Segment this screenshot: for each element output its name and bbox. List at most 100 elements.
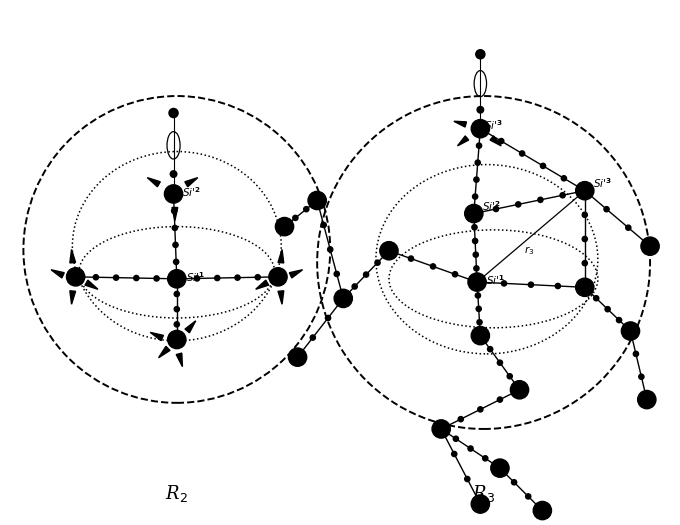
Polygon shape	[172, 207, 177, 220]
Circle shape	[582, 236, 588, 242]
Circle shape	[334, 289, 352, 308]
Circle shape	[617, 318, 622, 323]
Circle shape	[464, 476, 470, 481]
Circle shape	[134, 276, 139, 281]
Circle shape	[478, 407, 483, 412]
Circle shape	[626, 225, 631, 230]
Circle shape	[328, 247, 333, 252]
Circle shape	[561, 176, 566, 181]
Circle shape	[288, 348, 307, 366]
Text: Si'$^{\mathbf{1}}$: Si'$^{\mathbf{1}}$	[186, 270, 205, 284]
Circle shape	[321, 223, 326, 227]
Circle shape	[173, 242, 178, 247]
Circle shape	[304, 206, 309, 212]
Circle shape	[452, 271, 458, 277]
Polygon shape	[158, 346, 170, 358]
Circle shape	[641, 237, 659, 255]
Text: r$_3$: r$_3$	[524, 244, 534, 257]
Circle shape	[477, 143, 481, 148]
Circle shape	[622, 322, 640, 340]
Circle shape	[533, 501, 551, 520]
Polygon shape	[454, 121, 466, 127]
Circle shape	[473, 238, 478, 244]
Circle shape	[477, 320, 482, 325]
Circle shape	[474, 177, 479, 182]
Circle shape	[576, 278, 594, 297]
Circle shape	[473, 194, 478, 199]
Circle shape	[594, 296, 599, 301]
Polygon shape	[85, 280, 98, 289]
Circle shape	[409, 256, 413, 261]
Circle shape	[526, 494, 531, 499]
Circle shape	[170, 171, 177, 177]
Circle shape	[275, 217, 294, 236]
Circle shape	[432, 420, 450, 438]
Circle shape	[364, 272, 369, 277]
Polygon shape	[185, 321, 196, 333]
Circle shape	[515, 202, 521, 207]
Circle shape	[520, 151, 525, 156]
Circle shape	[528, 282, 534, 287]
Polygon shape	[51, 270, 64, 278]
Polygon shape	[150, 332, 163, 341]
Circle shape	[375, 260, 380, 265]
Circle shape	[476, 306, 481, 311]
Circle shape	[576, 182, 594, 200]
Circle shape	[582, 212, 588, 217]
Circle shape	[560, 193, 565, 198]
Polygon shape	[490, 136, 501, 146]
Circle shape	[174, 307, 180, 312]
Circle shape	[215, 276, 220, 281]
Polygon shape	[278, 291, 284, 304]
Polygon shape	[185, 177, 198, 187]
Polygon shape	[278, 249, 284, 263]
Circle shape	[468, 446, 473, 451]
Circle shape	[541, 163, 545, 169]
Circle shape	[474, 266, 479, 271]
Circle shape	[471, 120, 490, 138]
Circle shape	[475, 293, 481, 298]
Circle shape	[168, 270, 186, 288]
Circle shape	[326, 316, 330, 321]
Circle shape	[476, 50, 485, 59]
Circle shape	[639, 374, 644, 380]
Circle shape	[293, 215, 298, 220]
Polygon shape	[176, 353, 182, 366]
Circle shape	[497, 360, 503, 365]
Polygon shape	[70, 249, 75, 263]
Circle shape	[477, 107, 483, 113]
Circle shape	[494, 206, 498, 212]
Circle shape	[194, 276, 200, 281]
Polygon shape	[290, 270, 303, 278]
Text: Si'$^{\mathbf{1}}$: Si'$^{\mathbf{1}}$	[486, 273, 505, 287]
Text: R$_3$: R$_3$	[472, 483, 495, 504]
Text: Si'$^{\mathbf{3}}$: Si'$^{\mathbf{3}}$	[483, 118, 503, 132]
Circle shape	[483, 456, 488, 461]
Circle shape	[497, 397, 503, 402]
Circle shape	[172, 225, 177, 230]
Circle shape	[165, 185, 183, 203]
Circle shape	[168, 330, 186, 349]
Text: Si'$^{\mathbf{2}}$: Si'$^{\mathbf{2}}$	[482, 199, 501, 213]
Circle shape	[380, 242, 398, 260]
Circle shape	[475, 160, 480, 165]
Circle shape	[507, 374, 512, 379]
Circle shape	[556, 284, 560, 289]
Polygon shape	[256, 280, 269, 289]
Circle shape	[633, 351, 639, 356]
Circle shape	[605, 307, 610, 312]
Circle shape	[473, 252, 479, 257]
Circle shape	[501, 281, 507, 286]
Circle shape	[93, 275, 99, 280]
Circle shape	[604, 206, 609, 212]
Circle shape	[352, 284, 357, 289]
Text: Si'$^{\mathbf{2}}$: Si'$^{\mathbf{2}}$	[182, 185, 201, 198]
Circle shape	[171, 208, 177, 214]
Circle shape	[472, 225, 477, 230]
Circle shape	[511, 381, 528, 399]
Polygon shape	[70, 291, 75, 304]
Circle shape	[538, 197, 543, 203]
Circle shape	[454, 436, 458, 442]
Circle shape	[498, 139, 504, 144]
Circle shape	[511, 480, 517, 485]
